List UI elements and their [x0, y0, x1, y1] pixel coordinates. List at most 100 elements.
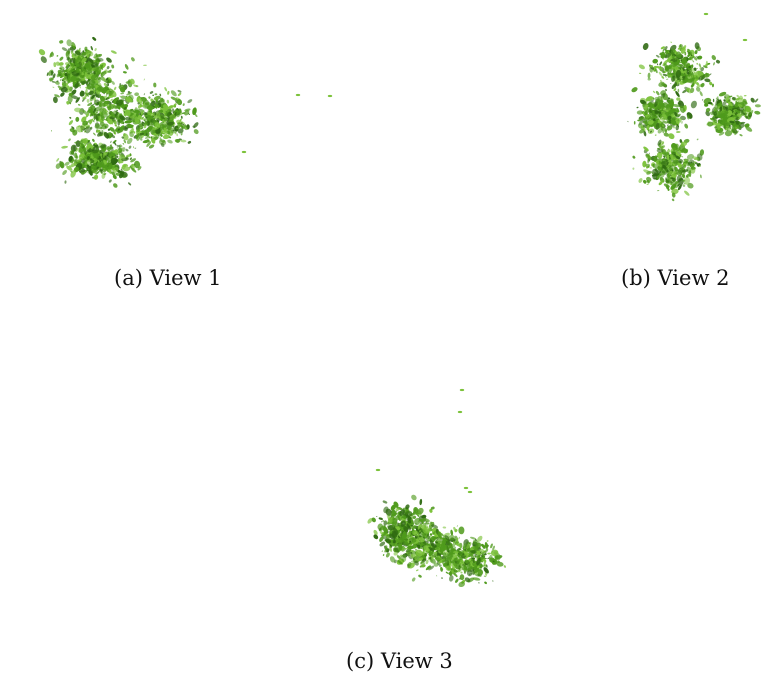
leaf-mark	[676, 97, 681, 101]
leaf-mark	[111, 123, 113, 125]
leaf-mark	[85, 48, 88, 52]
leaf-mark	[687, 78, 693, 83]
leaf-mark	[396, 537, 404, 544]
leaf-mark	[73, 145, 76, 151]
leaf-mark	[87, 102, 93, 106]
leaf-mark	[107, 83, 110, 87]
leaf-mark	[167, 121, 175, 126]
leaf-mark	[429, 533, 433, 536]
leaf-mark	[487, 552, 491, 555]
leaf-mark	[153, 82, 157, 88]
leaf-mark	[673, 88, 677, 92]
leaf-mark	[652, 58, 658, 64]
leaf-mark	[116, 144, 121, 148]
leaf-mark	[75, 147, 79, 152]
leaf-mark	[734, 124, 739, 127]
leaf-mark	[442, 526, 447, 529]
leaf-mark	[68, 155, 73, 162]
leaf-mark	[113, 97, 120, 103]
leaf-mark	[675, 76, 677, 78]
leaf-mark	[145, 135, 149, 140]
leaf-mark	[74, 59, 77, 63]
leaf-mark	[81, 90, 83, 93]
leaf-mark	[652, 110, 655, 115]
leaf-mark	[638, 117, 645, 121]
leaf-mark	[82, 69, 88, 73]
leaf-mark	[409, 533, 412, 537]
leaf-mark	[98, 107, 107, 113]
leaf-mark	[146, 141, 152, 147]
leaf-mark	[393, 527, 399, 535]
leaf-mark	[113, 86, 117, 91]
leaf-mark	[107, 128, 111, 131]
leaf-mark	[143, 112, 148, 116]
leaf-mark	[736, 112, 742, 118]
leaf-mark	[112, 139, 117, 144]
leaf-mark	[142, 139, 150, 144]
leaf-mark	[480, 551, 482, 554]
leaf-mark	[101, 129, 104, 133]
leaf-mark	[677, 63, 683, 67]
leaf-mark	[492, 560, 495, 563]
leaf-mark	[677, 162, 682, 168]
leaf-mark	[643, 116, 647, 121]
leaf-mark	[181, 112, 186, 115]
leaf-mark	[754, 98, 759, 103]
leaf-mark	[406, 508, 408, 511]
leaf-mark	[718, 131, 725, 136]
leaf-mark	[665, 76, 667, 78]
leaf-mark	[745, 126, 753, 132]
leaf-mark	[93, 132, 96, 136]
leaf-mark	[163, 104, 169, 111]
leaf-mark	[656, 148, 664, 153]
leaf-mark	[677, 47, 682, 50]
leaf-mark	[674, 82, 678, 87]
leaf-mark	[684, 76, 689, 82]
leaf-mark	[97, 77, 101, 81]
leaf-mark	[419, 527, 422, 530]
leaf-mark	[327, 94, 333, 98]
leaf-mark	[396, 555, 402, 560]
leaf-mark	[392, 521, 398, 526]
leaf-mark	[65, 62, 69, 65]
leaf-mark	[669, 179, 671, 182]
leaf-mark	[643, 120, 648, 124]
leaf-mark	[632, 167, 635, 170]
leaf-mark	[472, 559, 475, 563]
leaf-mark	[713, 109, 719, 112]
leaf-mark	[157, 134, 160, 137]
leaf-mark	[72, 64, 75, 67]
leaf-mark	[392, 539, 396, 544]
leaf-mark	[705, 110, 711, 117]
leaf-mark	[440, 533, 445, 537]
leaf-mark	[674, 166, 679, 172]
leaf-mark	[408, 538, 411, 540]
leaf-mark	[428, 556, 432, 560]
leaf-mark	[88, 90, 94, 96]
leaf-mark	[670, 119, 677, 126]
leaf-mark	[148, 144, 155, 149]
leaf-mark	[123, 107, 127, 110]
leaf-mark	[465, 559, 469, 563]
leaf-mark	[662, 131, 665, 134]
leaf-mark	[647, 72, 651, 79]
leaf-mark	[466, 553, 469, 557]
leaf-mark	[441, 577, 443, 579]
leaf-mark	[654, 134, 657, 136]
leaf-mark	[70, 51, 74, 55]
leaf-mark	[714, 104, 719, 110]
leaf-mark	[472, 577, 481, 581]
leaf-mark	[451, 569, 455, 574]
leaf-mark	[676, 51, 682, 58]
leaf-mark	[100, 143, 106, 149]
leaf-mark	[56, 72, 62, 78]
leaf-mark	[470, 536, 477, 540]
leaf-mark	[393, 551, 398, 556]
leaf-mark	[386, 534, 390, 537]
leaf-mark	[74, 141, 77, 144]
leaf-mark	[671, 61, 676, 68]
leaf-mark	[442, 537, 446, 541]
leaf-mark	[69, 75, 78, 82]
leaf-mark	[392, 516, 395, 518]
leaf-mark	[85, 50, 94, 57]
